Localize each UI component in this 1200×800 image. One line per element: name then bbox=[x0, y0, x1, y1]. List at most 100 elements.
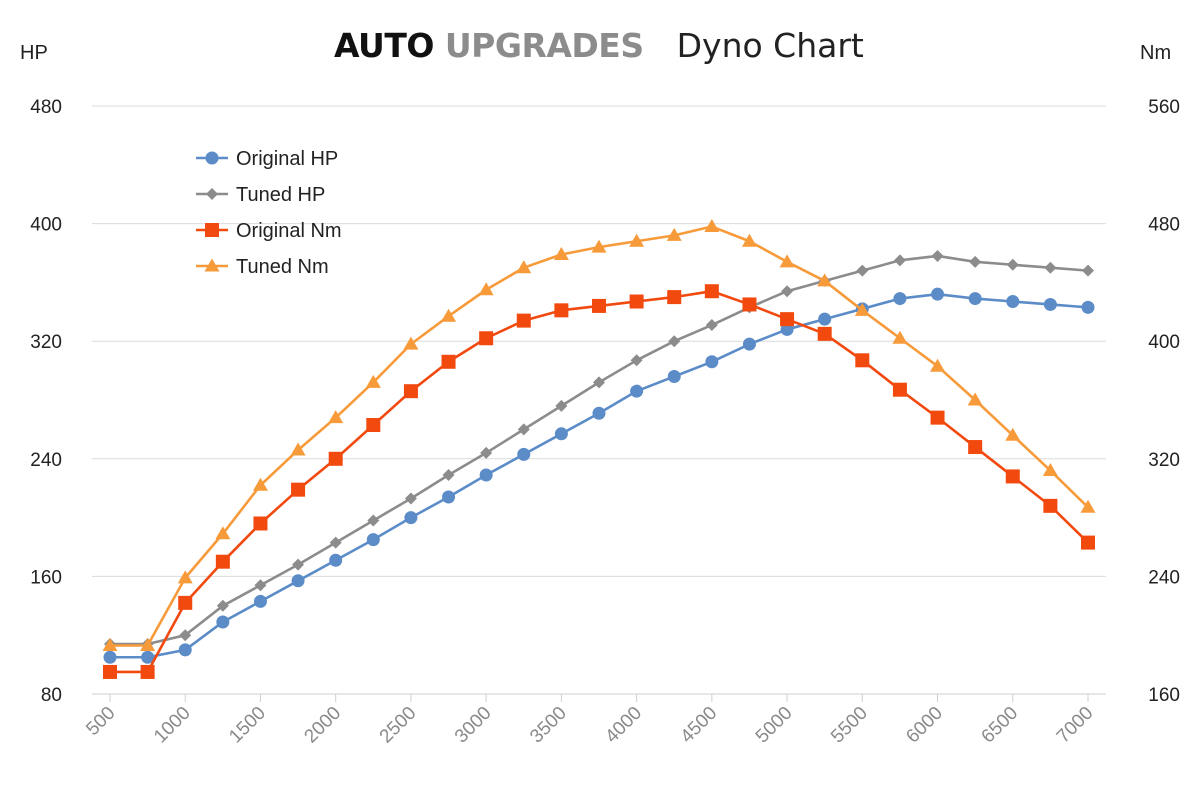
data-point-tuned-hp bbox=[329, 536, 342, 549]
data-point-original-hp bbox=[705, 355, 719, 369]
data-point-tuned-nm bbox=[741, 233, 757, 247]
data-point-original-hp bbox=[1043, 297, 1057, 311]
right-axis-unit: Nm bbox=[1140, 42, 1172, 64]
data-point-tuned-hp bbox=[555, 399, 568, 412]
data-point-tuned-hp bbox=[292, 558, 305, 571]
data-point-tuned-nm bbox=[854, 302, 870, 316]
data-point-original-nm bbox=[178, 595, 193, 610]
left-axis-unit: HP bbox=[20, 42, 48, 64]
data-point-original-hp bbox=[780, 322, 794, 336]
y-tick-label-right: 240 bbox=[1148, 567, 1180, 588]
data-point-tuned-nm bbox=[102, 637, 118, 651]
data-point-tuned-nm bbox=[967, 392, 983, 406]
data-point-tuned-nm bbox=[1080, 499, 1096, 513]
data-point-original-nm bbox=[742, 297, 757, 312]
data-point-original-hp bbox=[931, 287, 945, 301]
data-point-tuned-hp bbox=[1044, 261, 1057, 274]
x-tick-label: 7000 bbox=[1053, 703, 1098, 748]
brand-auto: AUTO bbox=[334, 26, 434, 65]
x-tick-label: 5000 bbox=[752, 703, 797, 748]
series-line-original-nm bbox=[110, 289, 1089, 674]
data-point-original-nm bbox=[554, 303, 569, 318]
data-point-original-nm bbox=[855, 353, 870, 368]
data-point-original-nm bbox=[103, 664, 117, 679]
data-point-original-nm bbox=[140, 664, 155, 679]
data-point-tuned-hp bbox=[1082, 264, 1094, 277]
data-point-original-nm bbox=[215, 554, 230, 569]
data-point-original-hp bbox=[366, 533, 380, 547]
data-point-tuned-hp bbox=[480, 446, 493, 459]
chart-title: AUTO UPGRADES Dyno Chart bbox=[334, 26, 864, 65]
data-point-tuned-hp bbox=[856, 264, 869, 277]
data-point-tuned-hp bbox=[893, 254, 906, 267]
data-point-tuned-hp bbox=[254, 579, 267, 592]
data-point-tuned-nm bbox=[140, 637, 156, 651]
data-point-original-nm bbox=[1005, 469, 1020, 484]
x-tick-label: 2500 bbox=[376, 703, 421, 748]
data-point-original-hp bbox=[742, 337, 756, 351]
data-point-original-nm bbox=[479, 331, 494, 346]
data-point-tuned-nm bbox=[177, 570, 193, 584]
x-tick-label: 500 bbox=[82, 703, 119, 740]
data-point-tuned-nm bbox=[516, 260, 532, 274]
data-point-original-nm bbox=[403, 384, 418, 399]
data-point-original-hp bbox=[818, 312, 832, 326]
data-point-original-hp bbox=[1006, 295, 1020, 309]
x-tick-label: 3000 bbox=[451, 703, 496, 748]
legend-marker-original-hp bbox=[205, 151, 219, 165]
data-point-tuned-nm bbox=[704, 219, 720, 233]
y-tick-label-left: 160 bbox=[30, 567, 62, 588]
data-point-tuned-nm bbox=[666, 227, 682, 241]
data-point-original-nm bbox=[968, 440, 983, 455]
data-point-original-nm bbox=[930, 410, 945, 425]
y-tick-label-right: 160 bbox=[1148, 685, 1180, 706]
data-point-original-hp bbox=[1081, 300, 1095, 314]
data-point-tuned-hp bbox=[517, 423, 530, 436]
legend-label-tuned-nm: Tuned Nm bbox=[236, 256, 329, 278]
y-tick-label-left: 400 bbox=[30, 215, 62, 236]
brand-upgrades: UPGRADES bbox=[444, 26, 644, 65]
data-point-original-hp bbox=[404, 511, 418, 525]
legend-marker-tuned-nm bbox=[204, 258, 220, 272]
data-point-original-nm bbox=[366, 417, 381, 432]
data-point-original-nm bbox=[253, 516, 268, 531]
y-tick-label-right: 480 bbox=[1148, 215, 1180, 236]
data-point-original-nm bbox=[629, 294, 644, 309]
x-tick-label: 4000 bbox=[601, 703, 646, 748]
data-point-original-nm bbox=[291, 482, 306, 497]
data-point-tuned-nm bbox=[817, 273, 833, 287]
data-point-original-hp bbox=[554, 427, 568, 441]
y-tick-label-left: 480 bbox=[30, 97, 62, 118]
data-point-tuned-hp bbox=[668, 335, 681, 348]
data-point-original-hp bbox=[442, 490, 456, 504]
data-point-tuned-nm bbox=[403, 336, 419, 350]
data-point-original-hp bbox=[253, 594, 267, 608]
x-tick-label: 6500 bbox=[978, 703, 1023, 748]
data-point-tuned-nm bbox=[629, 233, 645, 247]
x-tick-label: 5500 bbox=[827, 703, 872, 748]
data-point-tuned-nm bbox=[441, 308, 457, 322]
data-point-tuned-nm bbox=[1005, 427, 1021, 441]
data-point-tuned-nm bbox=[365, 374, 381, 388]
x-tick-label: 4500 bbox=[677, 703, 722, 748]
data-point-original-hp bbox=[103, 650, 117, 664]
data-point-original-hp bbox=[216, 615, 230, 629]
x-tick-label: 1000 bbox=[150, 703, 195, 748]
data-point-tuned-hp bbox=[367, 514, 380, 527]
data-point-original-hp bbox=[291, 574, 305, 588]
data-point-original-nm bbox=[780, 312, 795, 327]
data-point-original-hp bbox=[592, 406, 606, 420]
data-point-original-nm bbox=[704, 284, 719, 299]
legend-marker-original-nm bbox=[205, 223, 219, 237]
data-point-tuned-hp bbox=[404, 492, 417, 505]
data-point-tuned-nm bbox=[779, 254, 795, 268]
x-tick-label: 2000 bbox=[300, 703, 345, 748]
chart-subtitle: Dyno Chart bbox=[676, 26, 864, 65]
data-point-original-nm bbox=[516, 313, 531, 328]
data-point-original-hp bbox=[517, 447, 531, 461]
data-point-tuned-nm bbox=[252, 477, 268, 491]
data-point-tuned-hp bbox=[781, 285, 794, 298]
y-tick-label-right: 560 bbox=[1148, 97, 1180, 118]
data-point-tuned-nm bbox=[1042, 463, 1058, 477]
